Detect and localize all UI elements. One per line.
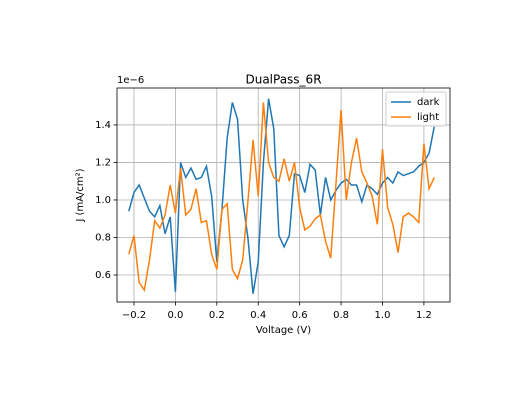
x-tick-label: 1.0	[375, 310, 391, 321]
x-tick-label: −0.2	[122, 310, 146, 321]
y-tick-label: 0.6	[95, 270, 111, 281]
y-tick-label: 1.0	[95, 195, 111, 206]
chart-title: DualPass_6R	[245, 73, 321, 87]
offset-text: 1e−6	[117, 75, 144, 86]
y-tick-label: 1.4	[95, 120, 111, 131]
y-axis-label: J (mA/cm²)	[75, 168, 86, 222]
line-series	[128, 102, 435, 292]
legend: dark light	[385, 91, 447, 127]
y-tick-label: 1.2	[95, 157, 111, 168]
x-tick-label: 0.6	[292, 310, 308, 321]
x-tick-label: 0.8	[333, 310, 349, 321]
legend-label: light	[417, 112, 439, 123]
y-tick-label: 0.8	[95, 232, 111, 243]
line-series	[128, 98, 435, 294]
x-tick-label: 1.2	[416, 310, 432, 321]
x-tick-label: 0.0	[167, 310, 183, 321]
x-tick-label: 0.4	[250, 310, 266, 321]
x-axis-label: Voltage (V)	[256, 325, 311, 336]
x-tick-label: 0.2	[209, 310, 225, 321]
plot-frame	[116, 87, 451, 303]
legend-label: dark	[417, 97, 440, 108]
